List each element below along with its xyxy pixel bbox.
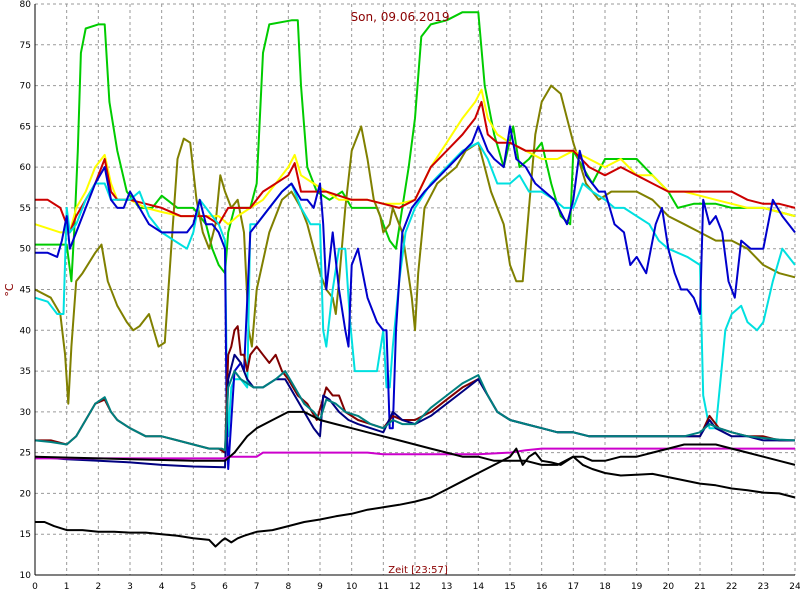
- x-tick-label: 4: [159, 582, 165, 592]
- y-tick-label: 25: [20, 449, 31, 459]
- x-tick-label: 23: [758, 582, 769, 592]
- x-tick-label: 22: [726, 582, 737, 592]
- y-tick-label: 15: [20, 530, 31, 540]
- series-line-10: [35, 447, 795, 460]
- y-tick-label: 35: [20, 367, 31, 377]
- x-tick-label: 6: [222, 582, 228, 592]
- series-line-12: [35, 447, 796, 548]
- y-tick-label: 30: [20, 408, 32, 418]
- y-tick-label: 75: [20, 41, 31, 51]
- x-tick-label: 21: [694, 582, 705, 592]
- x-tick-label: 8: [285, 582, 291, 592]
- y-tick-label: 65: [20, 122, 31, 132]
- y-tick-label: 80: [20, 0, 32, 10]
- x-axis-label: Zeit [23:57]: [388, 565, 448, 576]
- y-tick-label: 60: [20, 163, 32, 173]
- x-tick-label: 11: [378, 582, 389, 592]
- series-line-6: [35, 125, 796, 470]
- x-tick-label: 24: [789, 582, 800, 592]
- y-tick-label: 70: [20, 82, 32, 92]
- grid: [34, 3, 796, 576]
- x-tick-label: 15: [504, 582, 515, 592]
- x-tick-label: 1: [64, 582, 70, 592]
- x-tick-label: 20: [663, 582, 675, 592]
- x-tick-label: 13: [441, 582, 452, 592]
- y-axis-label: °C: [3, 283, 16, 297]
- x-tick-label: 2: [95, 582, 101, 592]
- x-tick-label: 19: [631, 582, 643, 592]
- x-tick-label: 0: [32, 582, 38, 592]
- y-tick-label: 40: [20, 326, 32, 336]
- series-line-11: [34, 410, 796, 466]
- series-group: [34, 11, 796, 548]
- x-tick-label: 17: [568, 582, 579, 592]
- y-tick-label: 10: [20, 571, 32, 581]
- x-tick-label: 9: [317, 582, 323, 592]
- axes: [34, 4, 795, 576]
- y-tick-label: 45: [20, 286, 31, 296]
- x-tick-label: 18: [599, 582, 611, 592]
- series-line-2: [34, 84, 796, 405]
- x-tick-label: 10: [346, 582, 358, 592]
- x-tick-label: 14: [473, 582, 485, 592]
- series-line-5: [34, 141, 796, 438]
- y-tick-label: 55: [20, 204, 31, 214]
- x-tick-label: 16: [536, 582, 548, 592]
- y-tick-label: 50: [20, 245, 32, 255]
- x-tick-label: 7: [254, 582, 260, 592]
- x-tick-label: 12: [409, 582, 420, 592]
- chart-title: Son, 09.06.2019: [351, 10, 450, 24]
- y-tick-label: 20: [20, 489, 32, 499]
- series-line-9: [34, 370, 796, 452]
- x-tick-label: 5: [190, 582, 196, 592]
- x-tick-label: 3: [127, 582, 133, 592]
